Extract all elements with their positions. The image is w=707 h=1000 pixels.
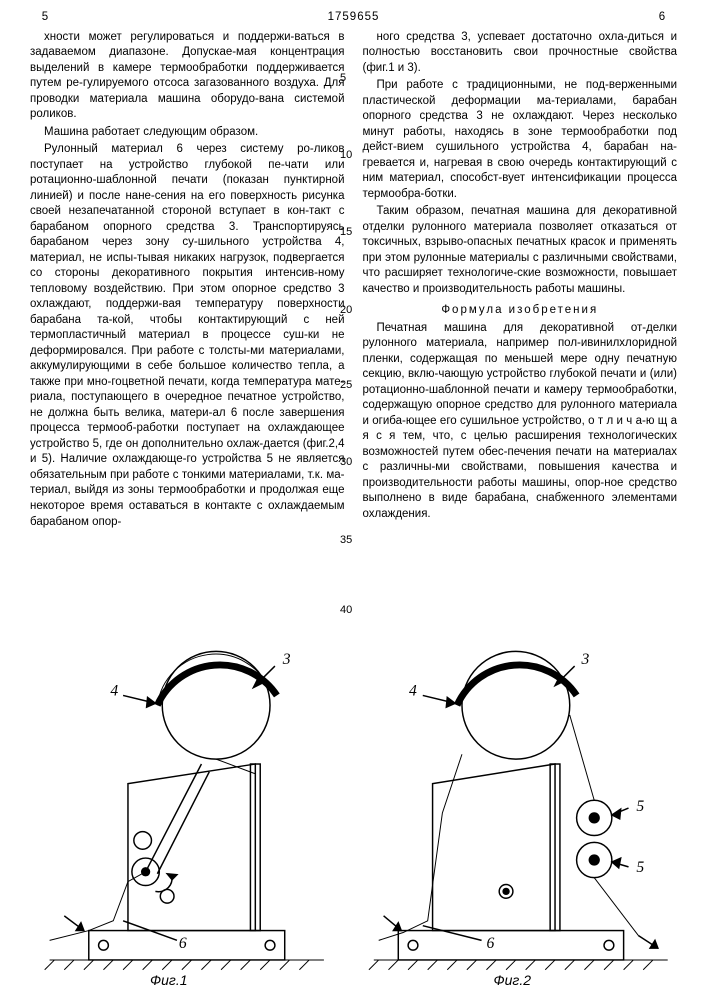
para: Рулонный материал 6 через систему ро-лик… <box>30 142 345 530</box>
figure-2-label: Фиг.2 <box>494 971 532 990</box>
callout-4: 4 <box>409 682 417 699</box>
para: Таким образом, печатная машина для декор… <box>363 204 678 297</box>
figure-2: 3 4 5 5 6 Фиг.2 <box>364 638 678 988</box>
line-no: 20 <box>340 305 352 316</box>
para: При работе с традиционными, не под-верже… <box>363 78 678 202</box>
page-number-right: 6 <box>647 10 677 26</box>
line-no: 35 <box>340 535 352 546</box>
figure-1-label: Фиг.1 <box>150 971 188 990</box>
header: 5 1759655 6 <box>30 10 677 26</box>
figure-2-svg: 3 4 5 5 6 <box>364 638 678 988</box>
document-number: 1759655 <box>60 10 647 26</box>
right-column: ного средства 3, успевает достаточно охл… <box>363 30 678 533</box>
para: хности может регулироваться и поддержи-в… <box>30 30 345 123</box>
para: ного средства 3, успевает достаточно охл… <box>363 30 678 77</box>
line-no: 30 <box>340 457 352 468</box>
figure-1: 3 4 6 Фиг.1 <box>30 638 344 988</box>
callout-5b: 5 <box>636 859 644 876</box>
line-no: 25 <box>340 380 352 391</box>
figures-region: 3 4 6 Фиг.1 <box>30 638 677 988</box>
text-columns: хности может регулироваться и поддержи-в… <box>30 30 677 533</box>
formula-body: Печатная машина для декоративной от-делк… <box>363 321 678 523</box>
callout-5a: 5 <box>636 798 644 815</box>
line-no: 5 <box>340 73 346 84</box>
callout-3: 3 <box>282 651 291 668</box>
line-no: 40 <box>340 605 352 616</box>
figure-1-svg: 3 4 6 <box>30 638 344 988</box>
callout-4: 4 <box>110 682 118 699</box>
page: 5 1759655 6 хности может регулироваться … <box>0 0 707 1000</box>
line-no: 15 <box>340 227 352 238</box>
callout-6: 6 <box>486 935 494 952</box>
para: Машина работает следующим образом. <box>30 125 345 141</box>
formula-title: Формула изобретения <box>363 303 678 319</box>
callout-6: 6 <box>179 935 187 952</box>
callout-3: 3 <box>580 651 589 668</box>
line-no: 10 <box>340 150 352 161</box>
left-column: хности может регулироваться и поддержи-в… <box>30 30 345 533</box>
page-number-left: 5 <box>30 10 60 26</box>
